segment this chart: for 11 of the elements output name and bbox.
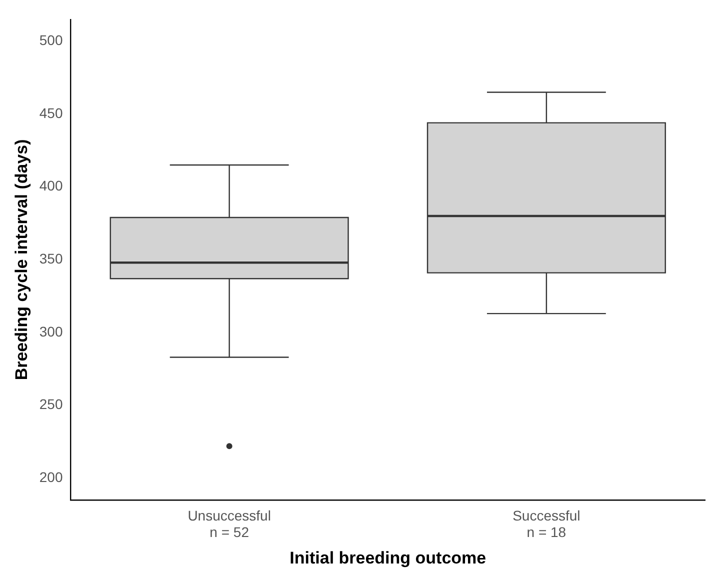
y-tick-label: 300 [39, 323, 63, 340]
y-tick-label: 350 [39, 250, 63, 267]
y-tick-label: 400 [39, 178, 63, 194]
y-tick-label: 500 [39, 32, 63, 48]
x-axis-title: Initial breeding outcome [290, 548, 486, 568]
y-tick-label: 250 [39, 396, 63, 412]
y-tick-label: 200 [39, 469, 63, 486]
y-axis-title: Breeding cycle interval (days) [12, 139, 31, 380]
x-tick-label: Successful n = 18 [512, 507, 580, 540]
y-tick-label: 450 [39, 104, 63, 121]
x-tick-label: Unsuccessful n = 52 [188, 507, 271, 540]
